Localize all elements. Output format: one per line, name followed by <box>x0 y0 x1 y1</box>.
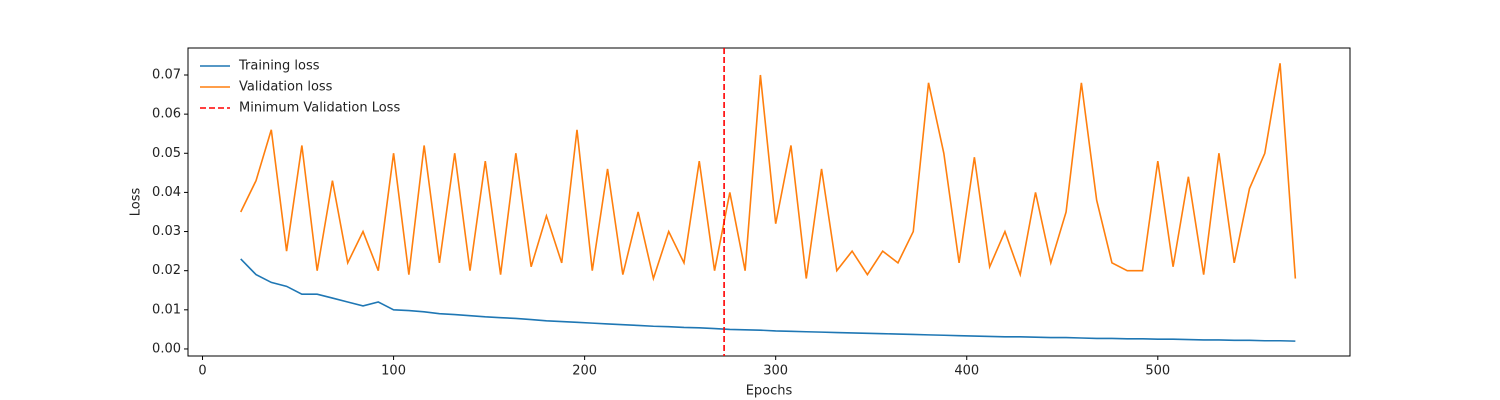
x-tick-label: 500 <box>1145 364 1170 379</box>
x-tick-label: 200 <box>572 364 597 379</box>
x-axis-label: Epochs <box>746 384 793 399</box>
y-tick-label: 0.00 <box>152 341 181 356</box>
legend-label: Training loss <box>238 59 320 74</box>
y-tick-label: 0.06 <box>152 107 181 122</box>
y-tick-label: 0.07 <box>152 68 181 83</box>
x-tick-label: 100 <box>381 364 406 379</box>
y-tick-label: 0.04 <box>152 185 181 200</box>
legend-label: Minimum Validation Loss <box>239 101 400 116</box>
data-line <box>240 63 1297 282</box>
data-line <box>240 258 1296 342</box>
legend-label: Validation loss <box>239 80 333 95</box>
x-tick-label: 0 <box>198 364 206 379</box>
y-tick-label: 0.03 <box>152 224 181 239</box>
x-tick-label: 300 <box>763 364 788 379</box>
y-tick-label: 0.02 <box>152 263 181 278</box>
y-tick-label: 0.05 <box>152 146 181 161</box>
plot-frame <box>187 47 1351 357</box>
x-tick-label: 400 <box>954 364 979 379</box>
y-axis-label: Loss <box>129 188 144 217</box>
y-tick-label: 0.01 <box>152 302 181 317</box>
